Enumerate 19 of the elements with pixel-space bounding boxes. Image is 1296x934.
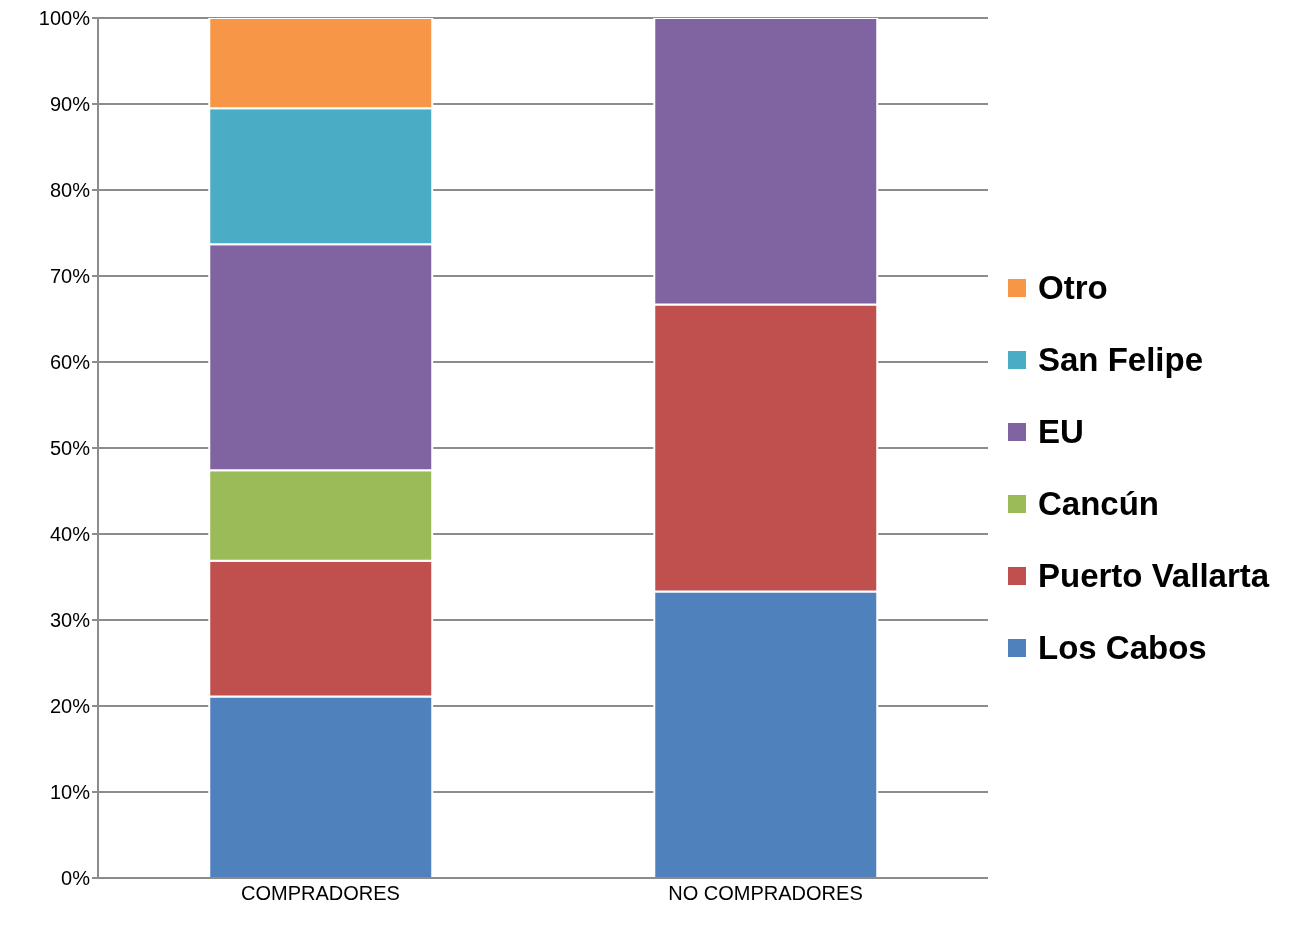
legend-label: Puerto Vallarta [1038,557,1270,595]
y-tick-label: 70% [49,265,91,288]
legend-label: San Felipe [1038,341,1204,379]
x-tick-label: NO COMPRADORES [668,882,863,905]
y-tick-label: 60% [49,351,91,374]
y-tick-label: 100% [38,7,91,30]
y-tick-label: 10% [49,781,91,804]
y-tick-label: 0% [61,867,91,890]
y-tick-label: 20% [49,695,91,718]
legend-label: Otro [1038,269,1108,307]
y-tick-label: 30% [49,609,91,632]
legend-label: Los Cabos [1038,629,1207,667]
x-tick-label: COMPRADORES [241,882,400,905]
y-tick-label: 50% [49,437,91,460]
legend-label: EU [1038,413,1084,451]
y-tick-label: 40% [49,523,91,546]
y-tick-label: 80% [49,179,91,202]
legend-label: Cancún [1038,485,1160,523]
y-tick-label: 90% [49,93,91,116]
